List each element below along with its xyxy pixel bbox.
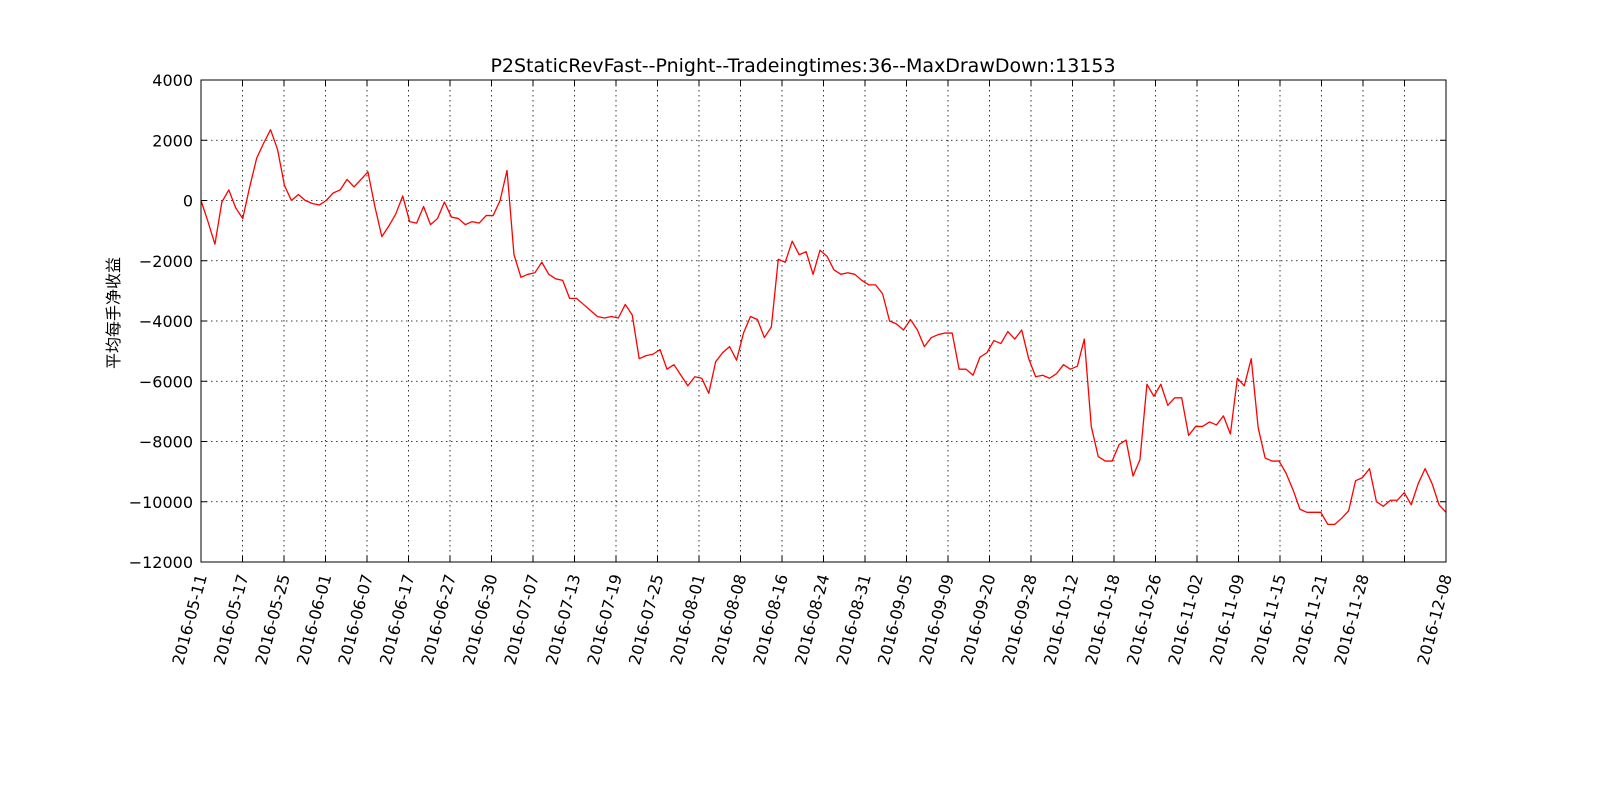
x-tick-label: 2016-10-12 (1040, 572, 1082, 667)
y-tick-label: −8000 (139, 433, 193, 452)
x-tick-label: 2016-08-31 (832, 572, 874, 667)
y-tick-label: −12000 (129, 553, 193, 572)
x-tick-label: 2016-11-02 (1164, 572, 1206, 667)
x-tick-label: 2016-12-08 (1413, 572, 1455, 667)
x-tick-label: 2016-10-18 (1081, 572, 1123, 667)
x-tick-label: 2016-09-28 (998, 572, 1040, 667)
x-tick-label: 2016-11-09 (1206, 572, 1248, 667)
x-tick-label: 2016-05-25 (251, 572, 293, 667)
x-tick-label: 2016-05-11 (168, 572, 210, 667)
x-tick-label: 2016-07-13 (542, 572, 584, 667)
x-tick-label: 2016-11-15 (1247, 572, 1289, 667)
x-tick-label: 2016-06-17 (376, 572, 418, 667)
y-axis-label: 平均每手净收益 (104, 257, 123, 369)
x-tick-label: 2016-08-16 (749, 572, 791, 667)
y-tick-label: 2000 (152, 131, 193, 150)
y-tick-label: −2000 (139, 252, 193, 271)
x-tick-label: 2016-11-21 (1289, 572, 1331, 667)
x-tick-label: 2016-06-27 (417, 572, 459, 667)
x-tick-label: 2016-07-25 (625, 572, 667, 667)
y-tick-label: 0 (183, 192, 193, 211)
y-tick-label: 4000 (152, 71, 193, 90)
x-tick-label: 2016-06-01 (293, 572, 335, 667)
y-tick-label: −6000 (139, 372, 193, 391)
y-tick-label: −4000 (139, 312, 193, 331)
chart-title: P2StaticRevFast--Pnight--Tradeingtimes:3… (490, 55, 1115, 77)
x-tick-label: 2016-06-07 (334, 572, 376, 667)
x-tick-label: 2016-09-20 (957, 572, 999, 667)
y-tick-label: −10000 (129, 493, 193, 512)
tick-layer: 4000 2000 0 −2000 −4000 −6000 −8000 −10000 −1200… (129, 71, 1456, 667)
x-tick-label: 2016-07-19 (583, 572, 625, 667)
x-tick-label: 2016-08-24 (791, 572, 833, 667)
x-tick-label: 2016-09-09 (915, 572, 957, 667)
x-tick-label: 2016-09-05 (874, 572, 916, 667)
series-layer (200, 129, 1447, 525)
x-tick-label: 2016-08-08 (708, 572, 750, 667)
x-tick-label: 2016-06-30 (459, 572, 501, 667)
x-tick-label: 2016-10-26 (1123, 572, 1165, 667)
x-tick-label: 2016-11-28 (1330, 572, 1372, 667)
x-tick-label: 2016-05-17 (210, 572, 252, 667)
series-line (200, 129, 1447, 525)
grid-layer (200, 79, 1447, 563)
x-tick-label: 2016-07-07 (500, 572, 542, 667)
x-tick-label: 2016-08-01 (666, 572, 708, 667)
